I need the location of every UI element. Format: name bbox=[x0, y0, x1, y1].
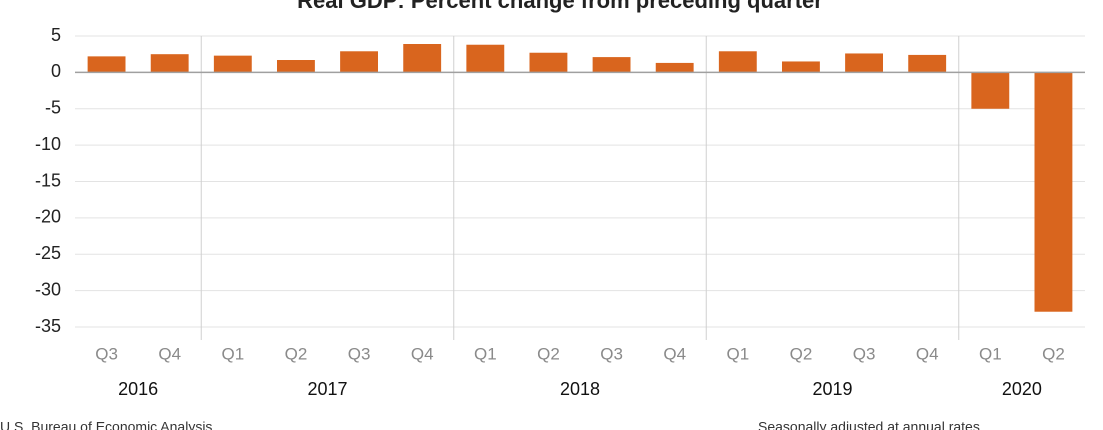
x-tick-label: Q3 bbox=[95, 344, 118, 363]
x-tick-label: Q3 bbox=[600, 344, 623, 363]
bar bbox=[1034, 72, 1073, 312]
bar bbox=[845, 53, 883, 73]
y-tick-label: 0 bbox=[51, 61, 61, 81]
y-tick-label: -35 bbox=[35, 316, 61, 336]
x-tick-label: Q1 bbox=[474, 344, 497, 363]
bar bbox=[340, 51, 378, 73]
x-tick-label: Q1 bbox=[221, 344, 244, 363]
x-tick-label: Q2 bbox=[1042, 344, 1065, 363]
bar bbox=[971, 72, 1010, 109]
note: Seasonally adjusted at annual rates bbox=[758, 419, 980, 430]
x-tick-label: Q1 bbox=[726, 344, 749, 363]
bar bbox=[466, 44, 505, 73]
y-tick-label: -20 bbox=[35, 207, 61, 227]
bar bbox=[782, 61, 820, 73]
bar bbox=[403, 44, 442, 73]
chart-title: Real GDP: Percent change from preceding … bbox=[297, 0, 823, 13]
x-tick-label: Q3 bbox=[348, 344, 371, 363]
y-tick-label: -30 bbox=[35, 279, 61, 299]
x-group-label: 2019 bbox=[812, 379, 852, 399]
bar bbox=[529, 52, 568, 73]
bar bbox=[718, 51, 757, 73]
bar bbox=[655, 62, 694, 73]
bar bbox=[213, 55, 252, 73]
source: U.S. Bureau of Economic Analysis bbox=[0, 419, 212, 430]
y-tick-label: -10 bbox=[35, 134, 61, 154]
bar bbox=[150, 54, 189, 73]
x-group-label: 2017 bbox=[307, 379, 347, 399]
x-group-label: 2020 bbox=[1002, 379, 1042, 399]
x-tick-label: Q4 bbox=[663, 344, 686, 363]
x-group-label: 2018 bbox=[560, 379, 600, 399]
y-tick-label: -5 bbox=[45, 98, 61, 118]
y-tick-label: -25 bbox=[35, 243, 61, 263]
y-tick-label: -15 bbox=[35, 170, 61, 190]
x-tick-label: Q1 bbox=[979, 344, 1002, 363]
bar bbox=[277, 60, 315, 73]
y-tick-label: 5 bbox=[51, 25, 61, 45]
x-tick-label: Q2 bbox=[790, 344, 813, 363]
x-group-label: 2016 bbox=[118, 379, 158, 399]
x-tick-label: Q3 bbox=[853, 344, 876, 363]
bar bbox=[592, 57, 631, 73]
bar bbox=[87, 56, 126, 73]
x-tick-label: Q4 bbox=[916, 344, 939, 363]
x-tick-label: Q4 bbox=[158, 344, 181, 363]
bar bbox=[908, 54, 947, 73]
x-tick-label: Q2 bbox=[285, 344, 308, 363]
x-tick-label: Q2 bbox=[537, 344, 560, 363]
x-tick-label: Q4 bbox=[411, 344, 434, 363]
